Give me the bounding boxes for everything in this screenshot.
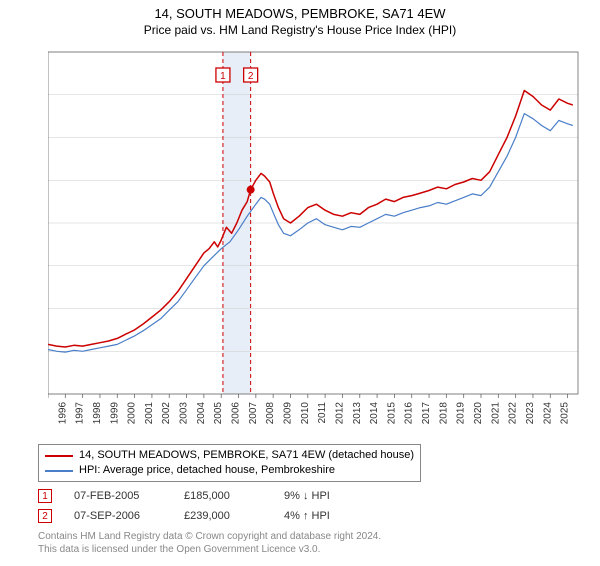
svg-text:2002: 2002 <box>161 402 172 425</box>
table-row: 1 07-FEB-2005 £185,000 9% ↓ HPI <box>38 486 384 506</box>
svg-text:2012: 2012 <box>334 402 345 425</box>
legend-item: HPI: Average price, detached house, Pemb… <box>45 463 414 478</box>
legend-swatch <box>45 455 73 457</box>
chart-title: 14, SOUTH MEADOWS, PEMBROKE, SA71 4EW <box>0 6 600 21</box>
svg-text:2015: 2015 <box>386 402 397 425</box>
svg-text:2022: 2022 <box>508 402 519 425</box>
sale-date: 07-FEB-2005 <box>74 490 184 502</box>
svg-text:2020: 2020 <box>473 402 484 425</box>
svg-text:2008: 2008 <box>265 402 276 425</box>
svg-text:1: 1 <box>220 71 226 82</box>
legend-item: 14, SOUTH MEADOWS, PEMBROKE, SA71 4EW (d… <box>45 448 414 463</box>
svg-text:2006: 2006 <box>231 402 242 425</box>
svg-text:2003: 2003 <box>179 402 190 425</box>
svg-text:2007: 2007 <box>248 402 259 425</box>
svg-text:2017: 2017 <box>421 402 432 425</box>
svg-text:2: 2 <box>248 71 254 82</box>
legend: 14, SOUTH MEADOWS, PEMBROKE, SA71 4EW (d… <box>38 444 421 482</box>
svg-text:2025: 2025 <box>560 402 571 425</box>
svg-text:2000: 2000 <box>127 402 138 425</box>
svg-text:2004: 2004 <box>196 402 207 425</box>
svg-text:2013: 2013 <box>352 402 363 425</box>
svg-text:1998: 1998 <box>92 402 103 425</box>
svg-text:2001: 2001 <box>144 402 155 425</box>
footer-line: Contains HM Land Registry data © Crown c… <box>38 530 381 543</box>
sale-price: £239,000 <box>184 510 284 522</box>
table-row: 2 07-SEP-2006 £239,000 4% ↑ HPI <box>38 506 384 526</box>
legend-label: HPI: Average price, detached house, Pemb… <box>79 463 335 478</box>
svg-text:1997: 1997 <box>75 402 86 425</box>
svg-text:2024: 2024 <box>542 402 553 425</box>
chart-svg: £0£50K£100K£150K£200K£250K£300K£350K£400… <box>48 48 582 448</box>
svg-text:2009: 2009 <box>282 402 293 425</box>
chart-container: 14, SOUTH MEADOWS, PEMBROKE, SA71 4EW Pr… <box>0 6 600 566</box>
sale-badge: 1 <box>38 489 52 503</box>
sale-delta: 4% ↑ HPI <box>284 510 384 522</box>
svg-text:1999: 1999 <box>109 402 120 425</box>
footer-text: Contains HM Land Registry data © Crown c… <box>38 530 381 556</box>
svg-text:2014: 2014 <box>369 402 380 425</box>
sale-date: 07-SEP-2006 <box>74 510 184 522</box>
legend-swatch <box>45 470 73 472</box>
svg-text:2010: 2010 <box>300 402 311 425</box>
chart-subtitle: Price paid vs. HM Land Registry's House … <box>0 23 600 37</box>
svg-text:1995: 1995 <box>48 402 51 425</box>
footer-line: This data is licensed under the Open Gov… <box>38 543 381 556</box>
sale-badge: 2 <box>38 509 52 523</box>
svg-text:2018: 2018 <box>438 402 449 425</box>
svg-text:2005: 2005 <box>213 402 224 425</box>
svg-text:2011: 2011 <box>317 402 328 424</box>
legend-label: 14, SOUTH MEADOWS, PEMBROKE, SA71 4EW (d… <box>79 448 414 463</box>
chart-plot-area: £0£50K£100K£150K£200K£250K£300K£350K£400… <box>48 48 582 398</box>
sale-price: £185,000 <box>184 490 284 502</box>
svg-text:2016: 2016 <box>404 402 415 425</box>
svg-text:2021: 2021 <box>490 402 501 425</box>
svg-text:2019: 2019 <box>456 402 467 425</box>
sales-table: 1 07-FEB-2005 £185,000 9% ↓ HPI 2 07-SEP… <box>38 486 384 526</box>
svg-text:1996: 1996 <box>57 402 68 425</box>
svg-text:2023: 2023 <box>525 402 536 425</box>
sale-delta: 9% ↓ HPI <box>284 490 384 502</box>
